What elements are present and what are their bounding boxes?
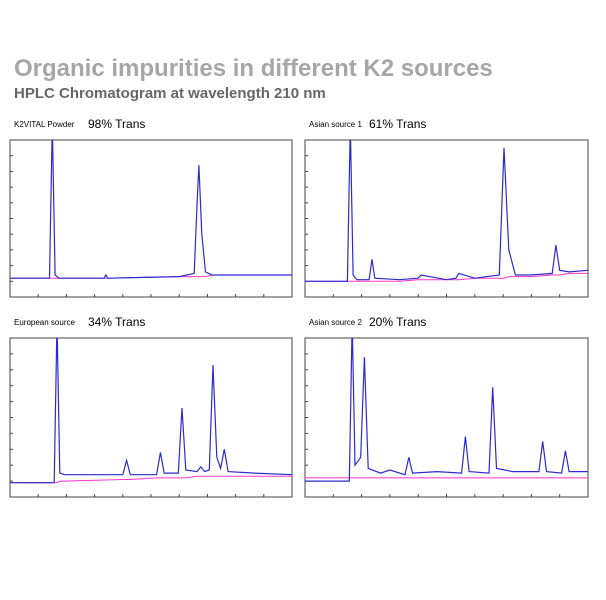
panel-label: Asian source 2 <box>309 318 362 327</box>
trans-label: 34% Trans <box>88 315 145 329</box>
trans-label: 61% Trans <box>369 117 426 131</box>
plot-frame <box>304 337 589 498</box>
panel-label: European source <box>14 318 75 327</box>
trans-label: 20% Trans <box>369 315 426 329</box>
trace <box>305 338 588 482</box>
trace <box>305 140 588 282</box>
trace <box>10 140 292 279</box>
panel-label: Asian source 1 <box>309 120 362 129</box>
plot-frame <box>9 139 293 298</box>
panel-label: K2VITAL Powder <box>14 120 75 129</box>
subtitle: HPLC Chromatogram at wavelength 210 nm <box>14 85 326 102</box>
title: Organic impurities in different K2 sourc… <box>14 55 493 82</box>
trace <box>10 475 292 484</box>
trace <box>10 338 292 484</box>
trace <box>305 272 588 282</box>
trans-label: 98% Trans <box>88 117 145 131</box>
